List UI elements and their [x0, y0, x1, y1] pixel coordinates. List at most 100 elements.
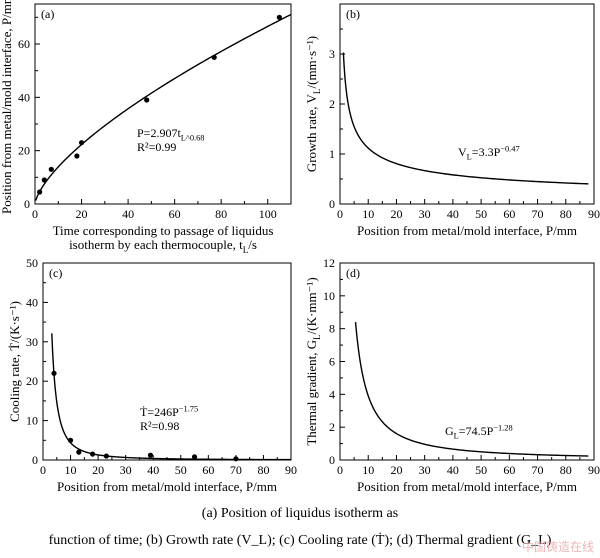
y-tick-label: 0: [32, 453, 38, 467]
panel-label: (c): [49, 266, 62, 280]
y-tick-label: 20: [26, 374, 38, 388]
y-tick-label: 0: [329, 197, 335, 211]
chart-panel-b: 0 10 20 30 40 50 60 70 80 90 0 1 2 3 (b) Position from …: [304, 3, 600, 238]
panel-label: (d): [346, 266, 360, 280]
fit-curve: [354, 321, 589, 457]
x-tick-label: 0: [337, 463, 343, 477]
y-tick-label: 6: [329, 355, 335, 369]
x-tick-label: 50: [175, 463, 187, 477]
fit-equation: VL=3.3P−0.47: [458, 144, 520, 161]
x-tick-label: 0: [337, 207, 343, 221]
data-point: [90, 451, 96, 457]
data-point: [41, 177, 47, 183]
x-tick-label: 10: [65, 463, 77, 477]
y-tick-label: 60: [18, 37, 30, 51]
y-axis-label: Position from metal/mold interface, P/mm: [0, 0, 14, 214]
y-axis-label: Growth rate, VL/(mm·s⁻¹): [304, 36, 322, 172]
x-tick-label: 60: [503, 207, 515, 221]
plot-frame: [339, 3, 595, 205]
fit-equation: Ṫ=246P−1.75: [140, 404, 198, 419]
x-tick-label: 20: [390, 463, 402, 477]
panel-label: (b): [346, 7, 360, 21]
y-tick-label: 30: [26, 335, 38, 349]
y-axis-label: Thermal gradient, GL/(K·mm⁻¹): [304, 277, 322, 445]
x-tick-label: 60: [202, 463, 214, 477]
data-point: [276, 14, 282, 20]
x-tick-label: 70: [532, 463, 544, 477]
x-tick-label: 20: [76, 207, 88, 221]
data-point: [48, 166, 54, 172]
x-tick-label: 80: [215, 207, 227, 221]
y-axis-label: Cooling rate, Ṫ/(K·s⁻¹): [7, 301, 22, 422]
data-point: [147, 452, 154, 458]
data-point: [144, 97, 150, 103]
fit-curve: [342, 52, 589, 185]
chart-panel-d: 0 10 20 30 40 50 60 70 80 90 0 2 4 6 8 10 12 (d) Position …: [304, 256, 600, 494]
y-tick-label: 2: [329, 420, 335, 434]
x-tick-label: 20: [390, 207, 402, 221]
y-tick-label: 40: [26, 295, 38, 309]
x-tick-label: 60: [503, 463, 515, 477]
chart-panel-c: 0 10 20 30 40 50 60 70 80 90 0 10 20 30 40 50 (c) Positio…: [7, 256, 297, 494]
x-tick-label: 90: [588, 463, 600, 477]
x-tick-label: 80: [560, 207, 572, 221]
data-point: [74, 153, 80, 159]
panel-label: (a): [41, 7, 54, 21]
y-tick-label: 10: [26, 414, 38, 428]
x-axis-label: Position from metal/mold interface, P/mm: [57, 479, 277, 494]
x-tick-label: 70: [230, 463, 242, 477]
x-tick-label: 0: [40, 463, 46, 477]
x-axis-label: Position from metal/mold interface, P/mm: [357, 479, 577, 494]
caption-line-2: function of time; (b) Growth rate (V_L);…: [48, 533, 552, 548]
data-point: [67, 437, 74, 443]
x-tick-label: 30: [120, 463, 132, 477]
x-tick-label: 20: [92, 463, 104, 477]
plot-frame: [34, 3, 292, 205]
data-point: [233, 456, 239, 462]
y-tick-label: 4: [329, 387, 335, 401]
x-tick-label: 50: [475, 207, 487, 221]
x-tick-label: 40: [447, 463, 459, 477]
x-axis-label: Position from metal/mold interface, P/mm: [357, 223, 577, 238]
x-tick-label: 50: [475, 463, 487, 477]
x-tick-label: 80: [560, 463, 572, 477]
fit-curve: [51, 333, 291, 460]
x-tick-label: 30: [419, 463, 431, 477]
y-tick-label: 10: [323, 289, 335, 303]
y-tick-label: 3: [329, 47, 335, 61]
y-tick-label: 1: [329, 147, 335, 161]
x-tick-label: 40: [147, 463, 159, 477]
data-point: [76, 449, 82, 455]
fit-curve: [35, 13, 291, 201]
y-tick-label: 0: [329, 453, 335, 467]
caption-line-1: (a) Position of liquidus isotherm as: [201, 506, 399, 521]
x-tick-label: 90: [285, 463, 297, 477]
x-tick-label: 60: [169, 207, 181, 221]
x-axis-label: Time corresponding to passage of liquidu…: [53, 223, 274, 238]
fit-r2: R²=0.99: [137, 140, 176, 154]
data-point: [78, 140, 85, 146]
y-tick-label: 2: [329, 97, 335, 111]
fit-equation: P=2.907tL^0.68: [137, 126, 204, 143]
x-tick-label: 30: [419, 207, 431, 221]
x-tick-label: 10: [362, 463, 374, 477]
data-point: [191, 454, 198, 460]
fit-equation: GL=74.5P−1.28: [445, 423, 513, 440]
chart-panel-a: 0 20 40 60 80 100 0 20 40 60 (a) Time corresponding…: [0, 0, 292, 255]
y-tick-label: 12: [323, 256, 335, 270]
x-tick-label: 90: [588, 207, 600, 221]
y-tick-label: 20: [18, 144, 30, 158]
x-tick-label: 70: [532, 207, 544, 221]
y-tick-label: 40: [18, 90, 30, 104]
x-tick-label: 40: [447, 207, 459, 221]
y-tick-label: 50: [26, 256, 38, 270]
watermark: 中国铸造在线: [521, 540, 594, 554]
x-tick-label: 40: [122, 207, 134, 221]
fit-r2: R²=0.98: [140, 419, 179, 433]
data-point: [103, 453, 109, 459]
data-point: [51, 370, 57, 376]
x-tick-label: 10: [362, 207, 374, 221]
x-tick-label: 100: [259, 207, 277, 221]
y-tick-label: 8: [329, 322, 335, 336]
